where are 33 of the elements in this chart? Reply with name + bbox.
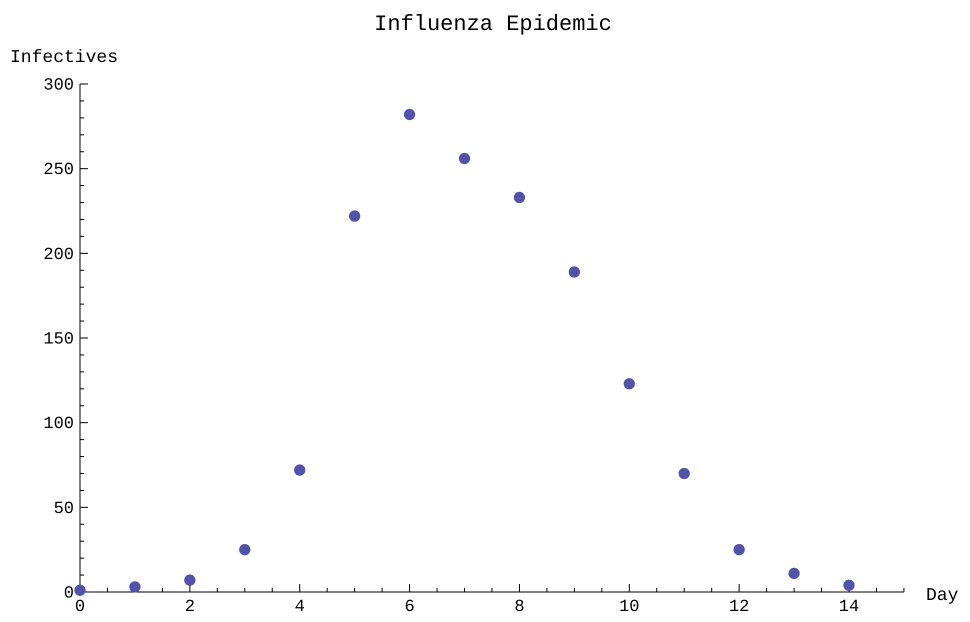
point	[514, 192, 526, 204]
x-tick-label: 10	[619, 598, 640, 617]
x-tick-label: 14	[838, 598, 860, 617]
x-tick-label: 4	[294, 598, 305, 617]
y-tick-label: 150	[43, 330, 74, 350]
x-axis-title: Day	[926, 586, 959, 606]
point	[349, 210, 360, 222]
point	[294, 464, 306, 476]
y-tick-label: 50	[54, 500, 74, 519]
x-tick-label: 2	[184, 598, 195, 617]
point	[239, 544, 250, 556]
x-tick-label: 8	[514, 598, 525, 617]
x-tick-label: 0	[74, 598, 86, 617]
y-tick-label: 200	[43, 246, 74, 265]
point	[734, 544, 745, 556]
point	[624, 378, 635, 390]
y-axis-title: Infectives	[10, 48, 118, 68]
y-tick-label: 100	[43, 415, 74, 434]
point	[404, 108, 416, 120]
point	[843, 580, 855, 591]
point	[678, 468, 690, 480]
point	[788, 568, 800, 580]
point	[129, 581, 141, 593]
y-tick-label: 250	[43, 161, 74, 180]
x-tick-label: 6	[404, 598, 415, 617]
point	[458, 152, 470, 164]
y-tick-label: 300	[43, 76, 74, 96]
chart-title: Influenza Epidemic	[374, 12, 612, 37]
y-tick-label: 0	[64, 584, 74, 604]
point	[74, 584, 86, 596]
point	[568, 266, 580, 278]
x-tick-label: 12	[728, 598, 750, 617]
point	[184, 574, 196, 586]
